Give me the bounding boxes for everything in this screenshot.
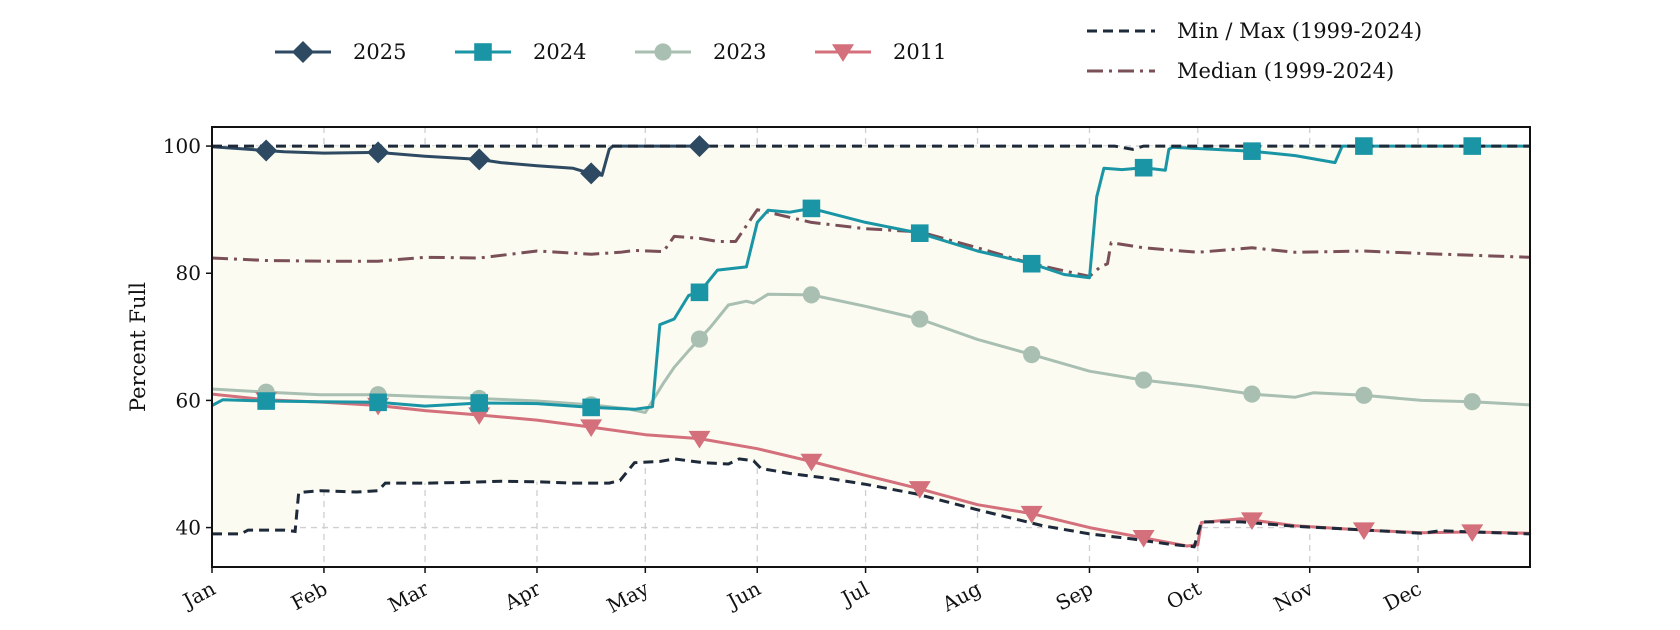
marker-2024-258 xyxy=(1134,158,1153,177)
x-tick-label: Jan xyxy=(177,576,219,614)
marker-2024-46 xyxy=(369,393,387,412)
marker-2024-196 xyxy=(910,224,929,242)
legend-label: Min / Max (1999-2024) xyxy=(1177,19,1422,43)
marker-2011-258 xyxy=(1132,530,1155,548)
plot-border xyxy=(211,126,1531,568)
x-tick-label: Apr xyxy=(500,576,545,615)
y-tick-label: 80 xyxy=(176,261,201,285)
marker-2024-349 xyxy=(1463,137,1482,155)
marker-2024-288 xyxy=(1243,142,1261,160)
marker-2024-166 xyxy=(802,199,821,218)
legend-label: Median (1999-2024) xyxy=(1177,59,1394,83)
marker-2011-319 xyxy=(1352,522,1375,541)
marker-2023-166 xyxy=(802,286,820,304)
marker-2024-15 xyxy=(257,392,275,410)
series-line-2025 xyxy=(211,144,700,177)
marker-2011-166 xyxy=(800,453,823,472)
plot-frame xyxy=(211,126,1531,568)
x-tick-label: Dec xyxy=(1380,576,1426,616)
marker-2025-135 xyxy=(688,135,711,158)
marker-2023-319 xyxy=(1355,386,1373,404)
marker-2023-135 xyxy=(690,330,709,348)
y-tick-label: 100 xyxy=(163,134,201,158)
marker-2023-288 xyxy=(1243,385,1261,403)
legend-marker-2023 xyxy=(654,43,672,61)
min-max-band xyxy=(212,146,1530,547)
y-tick-label: 40 xyxy=(176,516,201,540)
marker-2023-227 xyxy=(1023,346,1041,364)
marker-2024-135 xyxy=(690,283,709,302)
legend-label: 2024 xyxy=(533,40,586,64)
legend-marker-2011 xyxy=(832,44,854,62)
marker-2024-319 xyxy=(1355,137,1373,155)
x-tick-label: Jul xyxy=(836,576,873,611)
x-tick-label: May xyxy=(603,576,653,618)
legend-marker-2025 xyxy=(292,41,314,63)
legend-marker-2024 xyxy=(474,43,492,61)
marker-2024-74 xyxy=(470,394,489,412)
marker-2023-258 xyxy=(1135,371,1153,389)
marker-2025-74 xyxy=(468,148,491,171)
x-tick-label: Sep xyxy=(1052,576,1097,615)
y-axis-label: Percent Full xyxy=(126,282,150,412)
legend-label: 2011 xyxy=(893,40,946,64)
marker-2025-46 xyxy=(367,141,390,164)
marker-2023-196 xyxy=(911,310,929,328)
max-line xyxy=(212,144,1530,151)
legend: 2025 2024 2023 2011 Min / Max (1999-2024) Med… xyxy=(275,19,1422,83)
marker-2024-105 xyxy=(582,398,600,417)
min-max-fill xyxy=(212,146,1530,547)
x-tick-label: Nov xyxy=(1270,576,1318,617)
series-line-2023 xyxy=(211,292,1531,414)
y-tick-label: 60 xyxy=(176,388,201,412)
x-tick-label: Aug xyxy=(937,576,985,617)
x-tick-label: Feb xyxy=(287,576,331,615)
marker-2023-349 xyxy=(1463,393,1481,411)
legend-label: 2023 xyxy=(713,40,766,64)
marker-2024-227 xyxy=(1022,254,1041,273)
marker-2011-227 xyxy=(1020,505,1043,524)
series-line-median-1999-2024 xyxy=(211,208,1531,278)
marker-2011-288 xyxy=(1240,512,1263,530)
marker-2011-105 xyxy=(580,419,603,438)
x-tick-label: Oct xyxy=(1162,576,1205,614)
marker-2011-196 xyxy=(908,481,931,499)
marker-2025-105 xyxy=(580,162,603,185)
min-line xyxy=(212,457,1531,549)
x-tick-label: Mar xyxy=(384,576,433,617)
x-tick-label: Jun xyxy=(722,576,765,614)
series-markers xyxy=(255,135,1484,548)
legend-label: 2025 xyxy=(353,40,406,64)
marker-2011-135 xyxy=(688,430,711,449)
marker-2025-15 xyxy=(255,139,278,162)
marker-2011-349 xyxy=(1461,524,1484,542)
